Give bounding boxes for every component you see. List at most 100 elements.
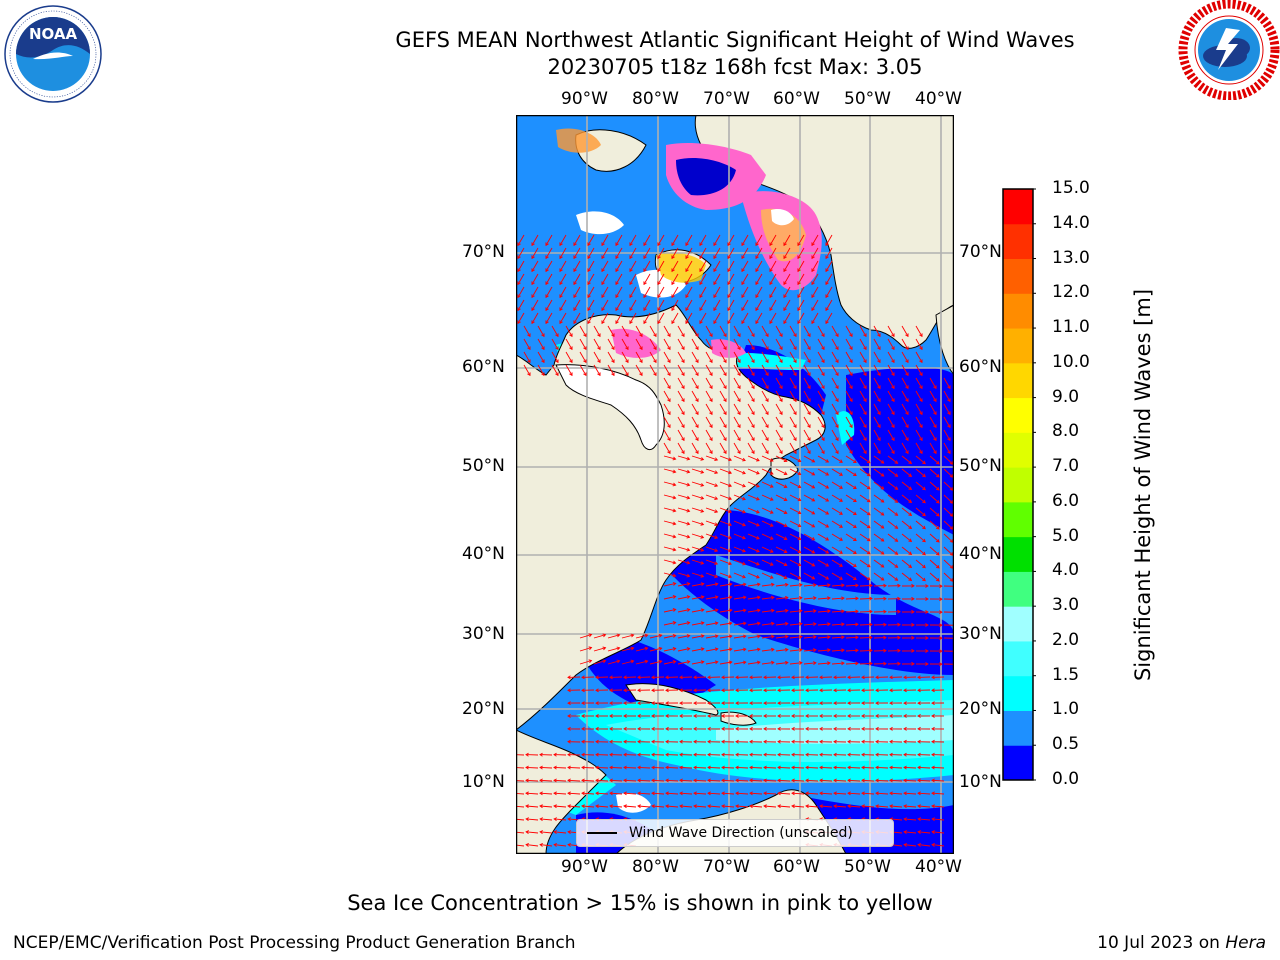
wind-wave-arrow — [929, 468, 940, 478]
wind-wave-arrowhead — [721, 778, 725, 783]
wind-wave-arrow — [831, 584, 845, 587]
wind-wave-arrow — [615, 234, 623, 246]
wind-wave-arrow — [733, 468, 746, 474]
wind-wave-arrowhead — [721, 714, 725, 718]
wind-wave-arrowhead — [805, 701, 809, 705]
wind-wave-arrow — [677, 520, 690, 525]
wind-wave-arrowhead — [919, 385, 923, 390]
wind-wave-arrow — [727, 273, 735, 285]
wind-wave-arrowhead — [693, 688, 697, 693]
wind-wave-arrow — [573, 273, 581, 285]
colorbar-segment — [1003, 536, 1033, 572]
wind-wave-arrow — [845, 546, 857, 554]
wind-wave-arrowhead — [936, 538, 940, 543]
wind-wave-arrow — [915, 364, 923, 376]
wind-wave-arrowhead — [728, 457, 733, 462]
wind-wave-arrow — [559, 299, 567, 311]
wind-wave-arrowhead — [737, 424, 741, 429]
wind-wave-arrow — [719, 416, 727, 428]
wind-wave-arrow — [769, 273, 777, 285]
wind-wave-arrowhead — [861, 765, 865, 770]
wind-wave-arrowhead — [693, 739, 697, 744]
wind-wave-arrowhead — [742, 621, 747, 626]
wind-wave-arrowhead — [517, 255, 521, 260]
wind-wave-arrowhead — [777, 791, 781, 796]
wind-wave-arrowhead — [880, 512, 885, 516]
wind-wave-arrows — [516, 234, 954, 847]
wind-wave-arrowhead — [770, 595, 775, 600]
wind-wave-arrowhead — [861, 739, 865, 744]
colorbar-tick-label: 0.5 — [1052, 734, 1080, 755]
wind-wave-arrowhead — [947, 411, 951, 416]
wind-wave-arrow — [873, 572, 884, 581]
wind-wave-arrow — [539, 792, 553, 795]
wind-wave-arrow — [887, 442, 895, 454]
wind-wave-arrow — [733, 533, 746, 539]
wind-wave-arrow — [587, 299, 595, 311]
lat-label-right: 20°N — [959, 699, 1002, 719]
wind-wave-arrowhead — [713, 294, 717, 299]
wind-wave-arrow — [789, 468, 801, 475]
wind-wave-arrowhead — [630, 633, 635, 638]
wind-wave-arrow — [901, 520, 912, 529]
wind-wave-arrow — [727, 260, 735, 272]
wind-wave-arrowhead — [866, 576, 871, 581]
wind-wave-arrowhead — [693, 726, 697, 731]
wind-wave-arrow — [915, 429, 923, 441]
wind-wave-arrowhead — [779, 385, 783, 390]
wind-wave-arrowhead — [714, 582, 719, 587]
wind-wave-arrowhead — [877, 411, 881, 416]
wind-wave-arrow — [747, 546, 760, 553]
wind-wave-arrowhead — [595, 765, 599, 770]
wind-wave-arrowhead — [643, 268, 647, 273]
wind-wave-arrowhead — [723, 372, 727, 377]
wind-wave-arrowhead — [853, 563, 857, 567]
wind-wave-arrow — [761, 338, 769, 350]
wind-wave-arrow — [713, 273, 721, 285]
wind-wave-arrow — [929, 507, 940, 517]
wind-wave-arrowhead — [839, 563, 843, 567]
wind-wave-arrow — [887, 325, 895, 337]
wind-wave-arrow — [915, 507, 926, 517]
wind-wave-arrowhead — [629, 242, 633, 247]
wind-wave-arrow — [929, 533, 940, 543]
wind-wave-arrowhead — [891, 450, 895, 455]
wind-wave-arrowhead — [827, 635, 831, 640]
wind-wave-arrow — [845, 416, 853, 428]
wind-wave-arrowhead — [672, 560, 677, 565]
wind-wave-arrowhead — [917, 791, 921, 796]
wind-wave-arrowhead — [821, 411, 825, 416]
wind-wave-arrowhead — [629, 307, 633, 312]
wind-wave-arrow — [691, 429, 699, 441]
wind-wave-arrowhead — [699, 281, 703, 286]
wind-wave-arrow — [797, 234, 805, 246]
wind-wave-arrow — [775, 584, 788, 587]
wind-wave-arrow — [761, 507, 774, 514]
wind-wave-arrow — [637, 805, 651, 808]
wind-wave-arrow — [719, 609, 732, 613]
wind-wave-arrow — [761, 429, 769, 441]
wind-wave-arrow — [904, 844, 917, 847]
wind-wave-arrowhead — [811, 255, 815, 260]
colorbar-tick-label: 13.0 — [1052, 247, 1090, 268]
wind-wave-arrow — [763, 792, 777, 795]
wind-wave-arrowhead — [770, 647, 775, 652]
wind-wave-arrowhead — [793, 333, 797, 338]
wind-wave-arrow — [573, 260, 581, 272]
wind-wave-arrow — [789, 584, 802, 587]
wind-wave-arrow — [719, 481, 732, 487]
wind-wave-arrow — [637, 766, 651, 769]
wind-wave-arrowhead — [939, 610, 943, 615]
wind-wave-arrow — [915, 494, 926, 504]
wind-wave-arrowhead — [821, 385, 825, 390]
colorbar-tick-label: 4.0 — [1052, 560, 1080, 581]
wind-wave-arrowhead — [693, 675, 697, 680]
wind-wave-arrow — [859, 468, 871, 477]
wind-wave-arrowhead — [849, 424, 853, 429]
wind-wave-arrow — [551, 325, 559, 337]
wind-wave-arrowhead — [658, 659, 663, 664]
wind-wave-arrowhead — [735, 804, 739, 809]
wind-wave-arrowhead — [539, 842, 543, 847]
colorbar-segment — [1003, 710, 1033, 746]
wind-wave-arrowhead — [728, 561, 733, 566]
